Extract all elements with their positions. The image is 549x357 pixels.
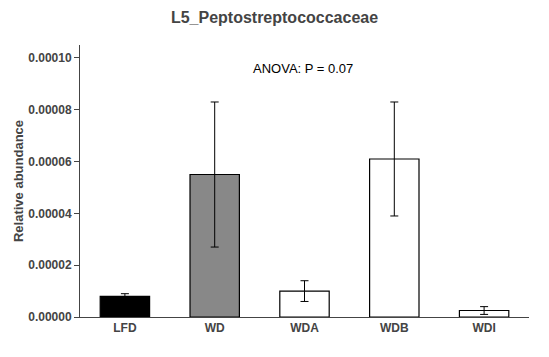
svg-text:WDA: WDA	[290, 321, 319, 335]
svg-text:L5_Peptostreptococcaceae: L5_Peptostreptococcaceae	[171, 9, 378, 26]
svg-text:WDI: WDI	[472, 321, 495, 335]
svg-text:Relative abundance: Relative abundance	[11, 120, 26, 242]
svg-text:0.00010: 0.00010	[28, 51, 72, 65]
svg-text:0.00006: 0.00006	[28, 155, 72, 169]
svg-text:0.00002: 0.00002	[28, 258, 72, 272]
svg-text:WDB: WDB	[380, 321, 409, 335]
svg-text:0.00000: 0.00000	[28, 310, 72, 324]
svg-text:0.00008: 0.00008	[28, 103, 72, 117]
svg-text:0.00004: 0.00004	[28, 207, 72, 221]
svg-text:ANOVA: P = 0.07: ANOVA: P = 0.07	[253, 61, 353, 76]
svg-text:LFD: LFD	[113, 321, 137, 335]
svg-text:WD: WD	[205, 321, 225, 335]
